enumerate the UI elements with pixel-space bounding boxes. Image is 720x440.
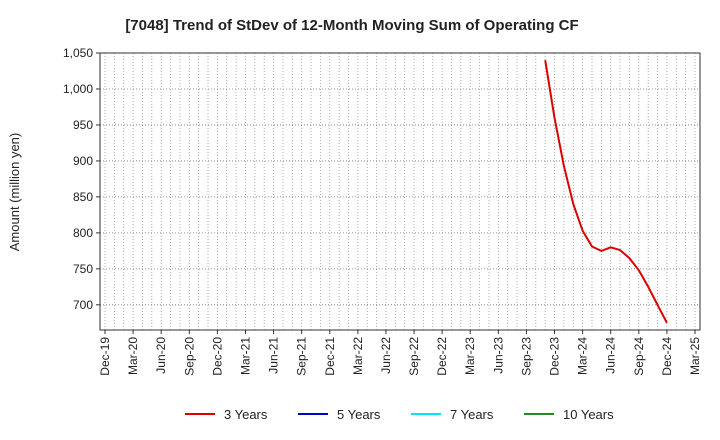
y-tick-label: 700 [73,298,93,312]
y-tick-label: 800 [73,226,93,240]
x-tick-label: Dec-19 [98,337,112,376]
legend-label: 10 Years [563,407,614,422]
legend-label: 5 Years [337,407,381,422]
legend-label: 3 Years [224,407,268,422]
y-tick-label: 1,000 [63,82,93,96]
y-tick-label: 850 [73,190,93,204]
x-tick-label: Jun-21 [267,337,281,374]
x-tick-label: Mar-22 [351,337,365,375]
legend: 3 Years 5 Years 7 Years 10 Years [185,407,614,422]
x-tick-label: Sep-21 [295,337,309,376]
plot-background [100,53,700,330]
y-tick-label: 950 [73,118,93,132]
x-tick-label: Mar-20 [126,337,140,375]
y-axis-label: Amount (million yen) [7,133,22,252]
series-layer [544,60,668,324]
x-tick-label: Dec-20 [210,337,224,376]
x-tick-label: Mar-23 [463,337,477,375]
chart-title: [7048] Trend of StDev of 12-Month Moving… [125,17,578,34]
series-line-3-years [544,60,668,324]
x-tick-label: Dec-23 [548,337,562,376]
legend-label: 7 Years [450,407,494,422]
x-tick-label: Jun-23 [491,337,505,374]
y-tick-label: 900 [73,154,93,168]
x-tick-label: Dec-24 [660,337,674,376]
plot-area [99,52,701,331]
x-tick-label: Jun-22 [379,337,393,374]
x-tick-label: Mar-24 [576,337,590,375]
x-axis: Dec-19 Mar-20 Jun-20 Sep-20 Dec-20 Mar-21 Jun-… [98,330,702,376]
x-tick-label: Sep-22 [407,337,421,376]
x-tick-label: Jun-24 [604,337,618,374]
x-tick-label: Mar-21 [238,337,252,375]
plot-frame [99,52,701,331]
y-tick-label: 750 [73,262,93,276]
x-tick-label: Dec-21 [323,337,337,376]
x-tick-label: Mar-25 [688,337,702,375]
x-tick-label: Sep-20 [182,337,196,376]
x-tick-label: Sep-24 [632,337,646,376]
grid [100,52,700,330]
x-tick-label: Sep-23 [519,337,533,376]
x-tick-label: Dec-22 [435,337,449,376]
y-tick-label: 1,050 [63,46,93,60]
y-axis: 700 750 800 850 900 950 1,000 1,050 [63,46,100,312]
x-tick-label: Jun-20 [154,337,168,374]
